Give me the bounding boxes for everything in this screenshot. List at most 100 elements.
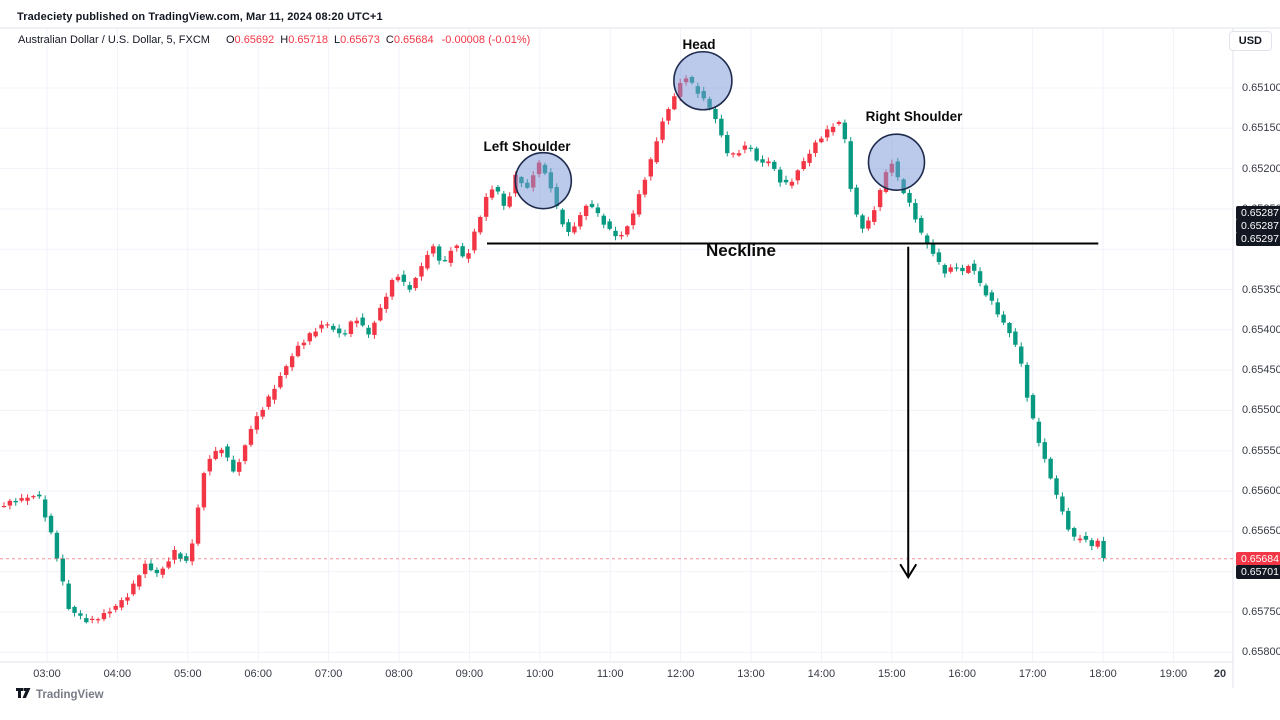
open-label: O xyxy=(225,34,235,46)
candle-body xyxy=(854,187,859,215)
head-label[interactable]: Head xyxy=(682,37,716,52)
candle-body xyxy=(578,215,583,227)
time-axis-label: 12:00 xyxy=(666,668,695,680)
candle-body xyxy=(919,217,924,233)
high-label: H xyxy=(280,34,289,46)
candle-body xyxy=(284,366,289,376)
candle-body xyxy=(413,278,418,289)
candle-body xyxy=(13,500,18,503)
candle-body xyxy=(313,331,318,337)
candle-body xyxy=(260,409,265,417)
candle-body xyxy=(95,619,101,621)
candle-body xyxy=(207,458,212,472)
candle-body xyxy=(407,285,412,290)
candle-body xyxy=(1013,331,1018,345)
candle-body xyxy=(466,253,471,259)
candle-body xyxy=(654,141,659,163)
candle-body xyxy=(319,324,324,329)
candle-body xyxy=(307,333,312,342)
change-value: -0.00008 (-0.01%) xyxy=(441,34,531,46)
candle-body xyxy=(977,271,983,283)
candle-body xyxy=(472,231,477,251)
symbol-title[interactable]: Australian Dollar / U.S. Dollar, 5, FXCM xyxy=(18,34,210,46)
time-axis-label: 06:00 xyxy=(244,668,272,680)
candle-body xyxy=(507,196,512,207)
price-axis-label: 0.65150 xyxy=(1242,122,1280,135)
candle-body xyxy=(137,575,142,587)
time-axis-label: 13:00 xyxy=(737,668,765,680)
candle-body xyxy=(1095,540,1100,547)
candle-body xyxy=(336,328,342,334)
candle-body xyxy=(560,209,565,225)
candle-body xyxy=(395,276,401,281)
candle-body xyxy=(777,169,783,183)
candle-body xyxy=(37,494,42,497)
candle-body xyxy=(25,497,30,501)
candle-body xyxy=(278,376,283,388)
left-shoulder-label[interactable]: Left Shoulder xyxy=(483,139,571,154)
candle-body xyxy=(966,265,971,273)
price-axis-label: 0.65600 xyxy=(1242,485,1280,497)
right-shoulder-label[interactable]: Right Shoulder xyxy=(865,109,963,124)
candle-body xyxy=(642,179,648,195)
candle-body xyxy=(331,325,336,330)
candle-body xyxy=(172,549,177,560)
right-shoulder-circle[interactable] xyxy=(867,133,926,191)
candle-body xyxy=(78,613,83,616)
candle-body xyxy=(813,142,818,154)
candle-body xyxy=(625,226,630,235)
candle-body xyxy=(648,159,653,177)
candle-body xyxy=(389,280,395,297)
candle-body xyxy=(1019,346,1024,364)
candle-body xyxy=(666,109,671,121)
candle-body xyxy=(924,235,930,245)
candle-body xyxy=(789,181,795,186)
left-shoulder-circle[interactable] xyxy=(514,151,573,210)
candle-body xyxy=(178,553,183,559)
head-circle[interactable] xyxy=(673,50,733,111)
candle-body xyxy=(754,148,759,161)
candle-body xyxy=(1001,314,1006,323)
price-axis-label: 0.65750 xyxy=(1242,605,1280,618)
candle-body xyxy=(301,342,307,346)
time-axis-label: 14:00 xyxy=(807,668,836,680)
candle-body xyxy=(460,246,465,257)
neckline-price-badge: 0.65287 xyxy=(1236,218,1280,233)
candle-body xyxy=(7,500,13,506)
time-axis-label: 11:00 xyxy=(596,668,624,680)
candle-body xyxy=(119,600,124,608)
candle-body xyxy=(983,285,989,296)
candle-body xyxy=(478,217,483,233)
candle-body xyxy=(160,568,165,575)
candle-body xyxy=(219,449,224,454)
candle-body xyxy=(501,193,506,206)
candle-body xyxy=(995,302,1000,315)
candle-body xyxy=(630,213,636,226)
time-axis-label: 19:00 xyxy=(1159,668,1188,680)
candle-body xyxy=(842,122,848,140)
candle-body xyxy=(1071,528,1077,537)
candle-body xyxy=(489,189,495,198)
arrow-target-price-badge: 0.65701 xyxy=(1236,565,1280,580)
candle-body xyxy=(866,220,871,229)
candle-body xyxy=(225,446,230,458)
currency-unit-button[interactable]: USD xyxy=(1228,31,1272,51)
attribution-text: Tradeciety published on TradingView.com,… xyxy=(17,11,383,23)
candle-body xyxy=(636,194,642,215)
neckline-price-badge: 0.65297 xyxy=(1236,231,1280,246)
low-label: L xyxy=(334,34,341,46)
time-axis-label: 07:00 xyxy=(314,668,343,680)
candle-body xyxy=(19,498,24,501)
candle-body xyxy=(848,141,853,189)
price-axis-label: 0.65350 xyxy=(1242,283,1280,296)
candle-body xyxy=(242,445,248,462)
candle-body xyxy=(148,563,154,571)
candle-body xyxy=(66,583,71,609)
time-axis-label: 20 xyxy=(1213,668,1227,680)
candle-body xyxy=(436,246,442,261)
neckline-label[interactable]: Neckline xyxy=(706,241,776,260)
candle-body xyxy=(142,563,148,575)
price-axis-label: 0.65550 xyxy=(1242,444,1280,457)
tradingview-watermark[interactable]: TradingView xyxy=(16,688,104,701)
